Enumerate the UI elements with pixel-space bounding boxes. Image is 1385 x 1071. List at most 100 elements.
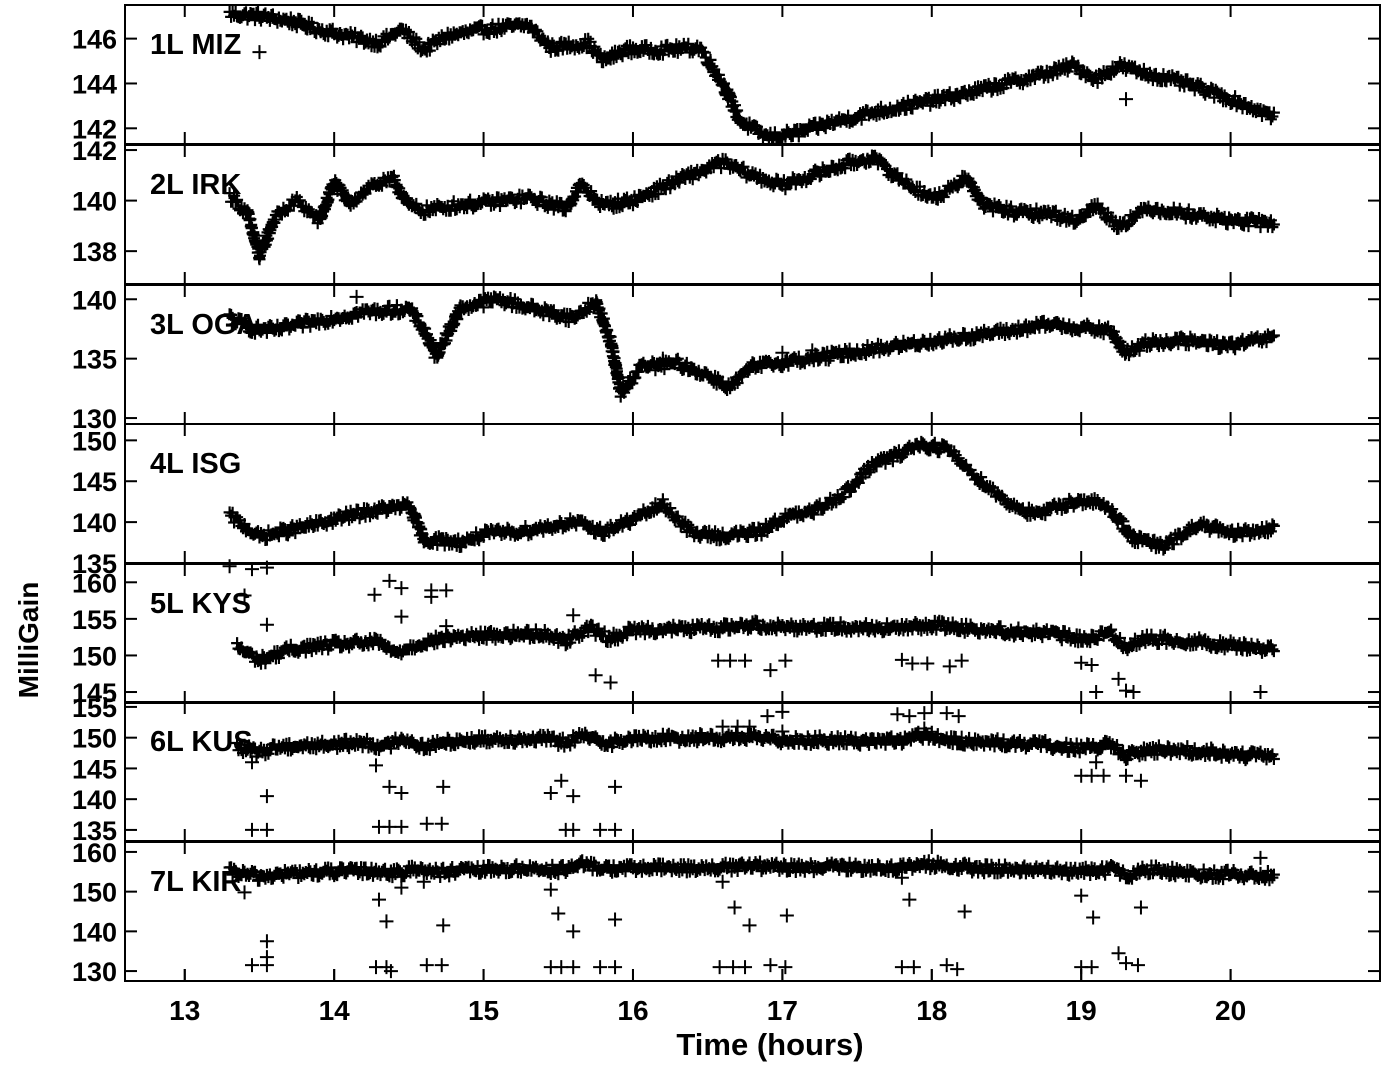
outlier-point xyxy=(939,958,954,973)
outlier-point xyxy=(608,779,623,794)
outlier-point xyxy=(252,872,267,887)
outlier-point xyxy=(244,822,259,837)
outlier-point xyxy=(779,908,794,923)
y-tick-label: 142 xyxy=(72,114,117,144)
y-tick-label: 130 xyxy=(72,404,117,434)
outlier-point xyxy=(237,885,252,900)
y-tick-label: 145 xyxy=(72,678,117,708)
outlier-point xyxy=(1126,685,1141,700)
outlier-point xyxy=(738,653,753,668)
y-tick-label: 142 xyxy=(72,136,117,166)
outlier-point xyxy=(416,874,431,889)
outlier-point xyxy=(244,562,259,577)
outlier-point xyxy=(1119,768,1134,783)
outlier-point xyxy=(1133,773,1148,788)
x-tick-label: 13 xyxy=(169,995,200,1026)
outlier-point xyxy=(434,958,449,973)
outlier-point xyxy=(951,709,966,724)
outlier-point xyxy=(954,653,969,668)
y-tick-label: 150 xyxy=(72,724,117,754)
outlier-point xyxy=(1089,755,1104,770)
outlier-point xyxy=(394,880,409,895)
outlier-point xyxy=(394,786,409,801)
x-tick-label: 18 xyxy=(916,995,947,1026)
panel-frame xyxy=(124,284,1381,425)
panel-label: 2L IRK xyxy=(150,169,241,201)
outlier-point xyxy=(369,758,383,773)
outlier-point xyxy=(383,964,398,979)
panel-5: 145 150 155 160 5L KYS xyxy=(72,559,1381,708)
outlier-point xyxy=(349,289,364,304)
panel-2: 138 140 142 2L IRK xyxy=(72,136,1381,285)
outlier-point xyxy=(1130,958,1145,973)
outlier-point xyxy=(554,773,569,788)
outlier-point xyxy=(244,755,259,770)
y-tick-label: 135 xyxy=(72,345,117,375)
x-tick-label: 15 xyxy=(468,995,499,1026)
panel-3: 130 135 140 3L OGA xyxy=(72,284,1381,434)
outlier-point xyxy=(760,709,775,724)
x-tick-label: 19 xyxy=(1066,995,1097,1026)
outlier-point xyxy=(939,706,954,721)
outlier-point xyxy=(726,960,741,975)
outlier-point xyxy=(1074,655,1089,670)
outlier-point xyxy=(711,653,726,668)
outlier-point xyxy=(723,653,738,668)
outlier-point xyxy=(259,560,274,575)
outlier-point xyxy=(593,960,608,975)
data-trace xyxy=(223,5,1280,146)
outlier-point xyxy=(566,960,581,975)
outlier-point xyxy=(379,914,394,929)
y-tick-label: 140 xyxy=(72,285,117,315)
outlier-point xyxy=(543,882,558,897)
outlier-point xyxy=(259,822,274,837)
outlier-point xyxy=(775,724,790,739)
outlier-point xyxy=(775,345,790,360)
outlier-point xyxy=(566,924,581,939)
panel-label: 4L ISG xyxy=(150,448,241,480)
outlier-point xyxy=(917,706,932,721)
outlier-point xyxy=(778,653,793,668)
outlier-point xyxy=(244,958,259,973)
outlier-point xyxy=(259,934,274,949)
outlier-point xyxy=(608,960,623,975)
outlier-point xyxy=(424,589,439,604)
outlier-point xyxy=(763,663,778,678)
outlier-point xyxy=(890,707,905,722)
outlier-point xyxy=(902,892,917,907)
y-tick-label: 146 xyxy=(72,25,117,55)
x-tick-label: 14 xyxy=(319,995,351,1026)
x-tick-label: 16 xyxy=(617,995,648,1026)
y-tick-label: 140 xyxy=(72,917,117,947)
outlier-point xyxy=(742,719,757,734)
outlier-point xyxy=(894,960,909,975)
outlier-point xyxy=(1253,850,1268,865)
outlier-point xyxy=(382,779,397,794)
outlier-point xyxy=(394,819,409,834)
outlier-point xyxy=(237,588,252,603)
outlier-point xyxy=(394,581,409,596)
y-tick-label: 140 xyxy=(72,187,117,217)
outlier-point xyxy=(805,343,820,358)
outlier-point xyxy=(1084,768,1099,783)
outlier-point xyxy=(763,958,778,973)
outlier-point xyxy=(920,656,935,671)
outlier-point xyxy=(738,960,753,975)
outlier-point xyxy=(1074,888,1089,903)
outlier-point xyxy=(436,779,451,794)
outlier-point xyxy=(382,573,397,588)
outlier-point xyxy=(942,659,957,674)
outlier-point xyxy=(259,789,274,804)
outlier-point xyxy=(730,719,745,734)
data-trace xyxy=(231,614,1280,670)
outlier-point xyxy=(906,960,921,975)
y-tick-label: 160 xyxy=(72,838,117,868)
y-tick-label: 144 xyxy=(72,69,117,99)
outlier-point xyxy=(715,874,730,889)
outlier-point xyxy=(1084,960,1099,975)
y-tick-label: 130 xyxy=(72,957,117,987)
data-trace xyxy=(223,290,1280,403)
outlier-point xyxy=(419,816,434,831)
